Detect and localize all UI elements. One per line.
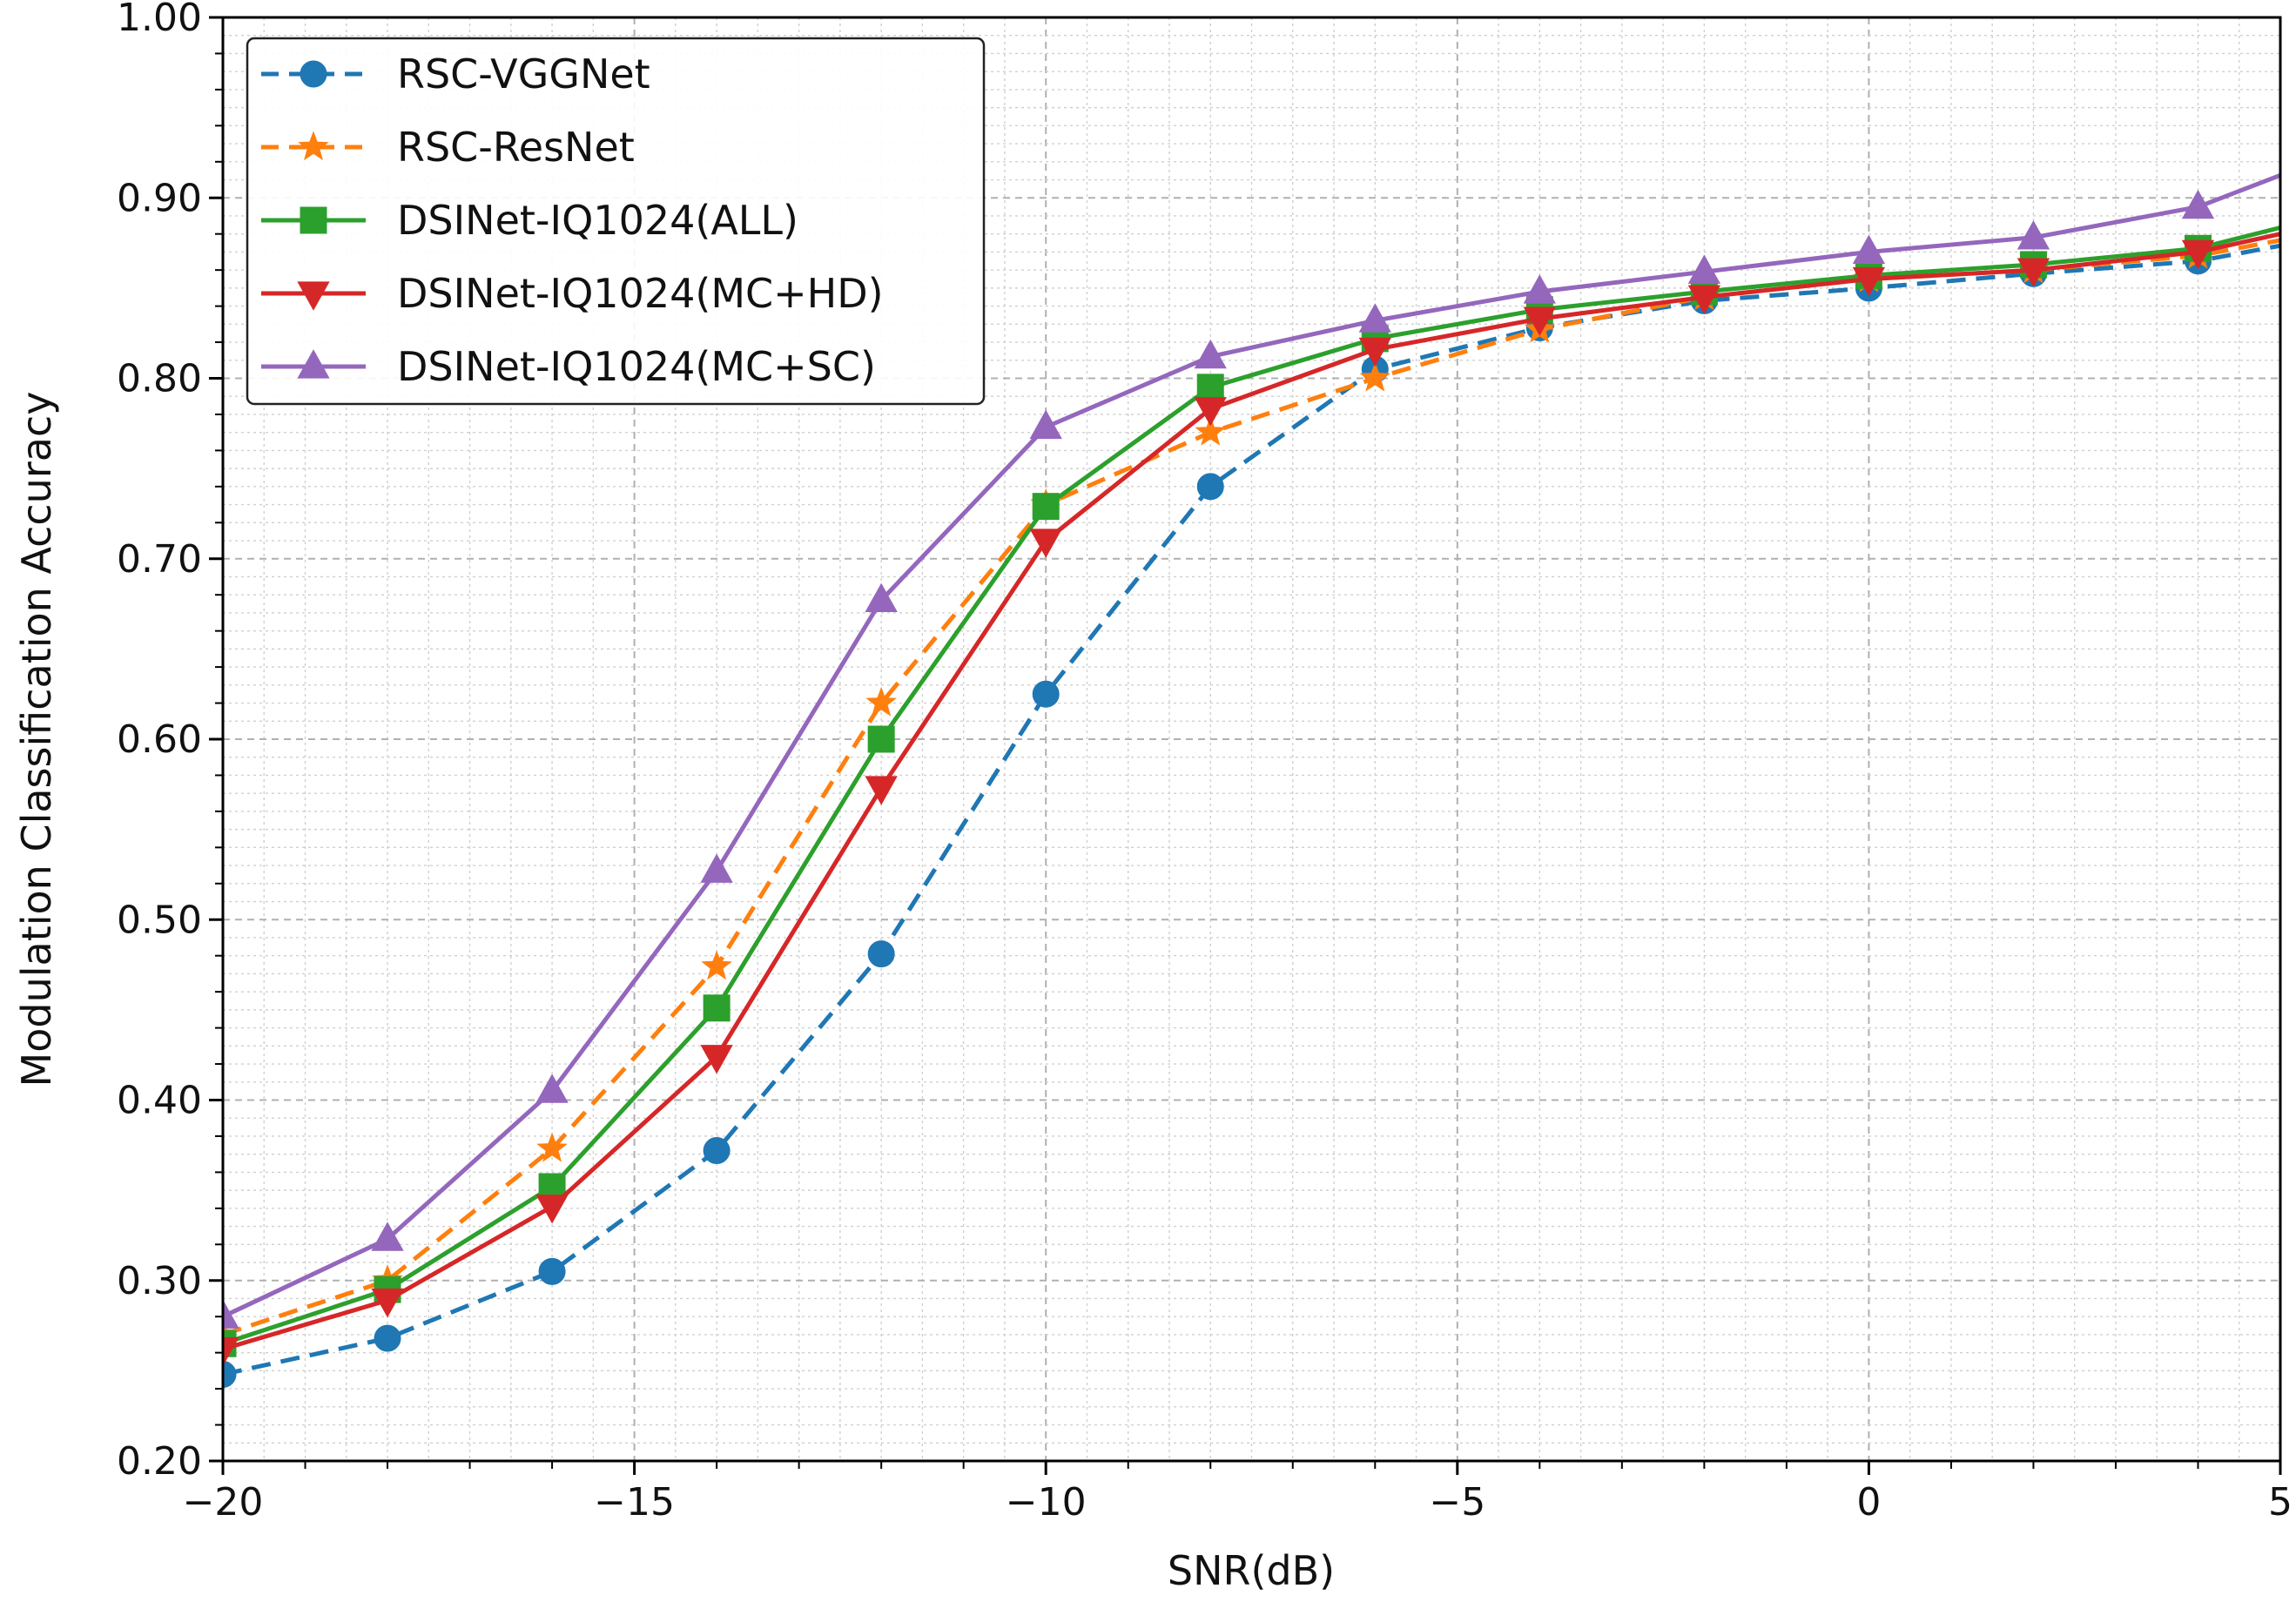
data-point [703,1137,731,1165]
legend-entry: RSC-VGGNet [261,50,650,98]
data-point [1523,274,1556,304]
series-DSINet-IQ1024(MC+HD) [223,232,2280,1367]
y-tick-label: 0.80 [117,357,202,401]
data-point [1194,397,1227,427]
data-point [536,1132,568,1162]
legend-entry: DSINet-IQ1024(MC+HD) [261,270,884,317]
data-point [2181,239,2215,270]
x-tick-label: −5 [1429,1480,1485,1525]
legend-entry: RSC-ResNet [261,124,635,171]
x-tick-label: 5 [2268,1480,2293,1525]
data-point [223,1299,239,1329]
data-point [867,725,895,753]
legend-label: DSINet-IQ1024(MC+HD) [397,270,884,317]
y-tick-label: 0.70 [117,537,202,582]
x-tick-label: −15 [594,1480,675,1525]
data-point [865,686,897,717]
x-tick-label: −20 [183,1480,264,1525]
x-tick-label: −10 [1006,1480,1087,1525]
data-point [2017,220,2050,250]
legend-frame [246,37,986,406]
legend-label: DSINet-IQ1024(ALL) [397,197,798,244]
y-tick-label: 1.00 [117,0,202,40]
legend-entry: DSINet-IQ1024(MC+SC) [261,343,876,390]
data-point [1196,374,1224,401]
legend-label: RSC-VGGNet [397,50,650,98]
y-tick-label: 0.30 [117,1259,202,1303]
legend: RSC-VGGNet RSC-ResNet DSINet-IQ1024(ALL) DS… [246,37,986,406]
data-point [535,1074,569,1103]
data-point [2181,189,2215,219]
data-point [865,776,898,805]
y-tick-label: 0.60 [117,717,202,762]
y-tick-label: 0.20 [117,1439,202,1484]
data-point [865,582,898,613]
data-point [1196,473,1224,501]
data-point [374,1324,401,1352]
data-point [1852,234,1886,265]
y-tick-label: 0.90 [117,176,202,220]
data-point [223,1361,237,1389]
data-point [1032,493,1060,521]
x-axis-label: SNR(dB) [1168,1547,1335,1594]
data-point [1195,415,1227,446]
data-point [1194,339,1227,369]
data-point [700,853,733,883]
y-axis-label: Modulation Classification Accuracy [13,392,60,1087]
axis-ticks: −20 −15 −10 −5 0 5 0.20 0.30 0.40 0.50 0.60 0.70 0.8… [117,0,2293,1525]
y-tick-label: 0.50 [117,898,202,942]
data-point [1029,528,1062,558]
data-point [1687,285,1721,315]
series-line [223,225,2280,1346]
legend-swatch-marker [300,206,327,234]
data-point [223,1336,239,1367]
data-point [703,994,731,1022]
data-point [700,1045,733,1074]
legend-swatch-marker [298,131,329,161]
x-tick-label: 0 [1856,1480,1881,1525]
data-point [867,940,895,968]
data-point [1032,680,1060,708]
data-point [1523,306,1556,336]
data-point [1359,361,1391,392]
data-point [371,1222,404,1251]
data-point [701,950,732,980]
series-line [223,232,2280,1351]
data-point [2017,258,2050,287]
series-layer [223,172,2280,1389]
data-point [1358,303,1391,333]
data-point [371,1288,404,1318]
series-DSINet-IQ1024(MC+SC) [223,172,2280,1329]
series-line [223,172,2280,1319]
legend-entry: DSINet-IQ1024(ALL) [261,197,798,244]
data-point [1029,409,1062,440]
legend-label: RSC-ResNet [397,124,635,171]
data-point [538,1257,566,1285]
data-point [1852,266,1886,297]
legend-label: DSINet-IQ1024(MC+SC) [397,343,876,390]
legend-swatch-marker [300,60,327,88]
y-tick-label: 0.40 [117,1079,202,1123]
data-point [1687,254,1721,284]
legend-swatch-marker [297,281,330,311]
legend-swatch-marker [297,349,330,379]
data-point [535,1195,569,1224]
data-point [1358,337,1391,367]
series-line [223,243,2280,1377]
